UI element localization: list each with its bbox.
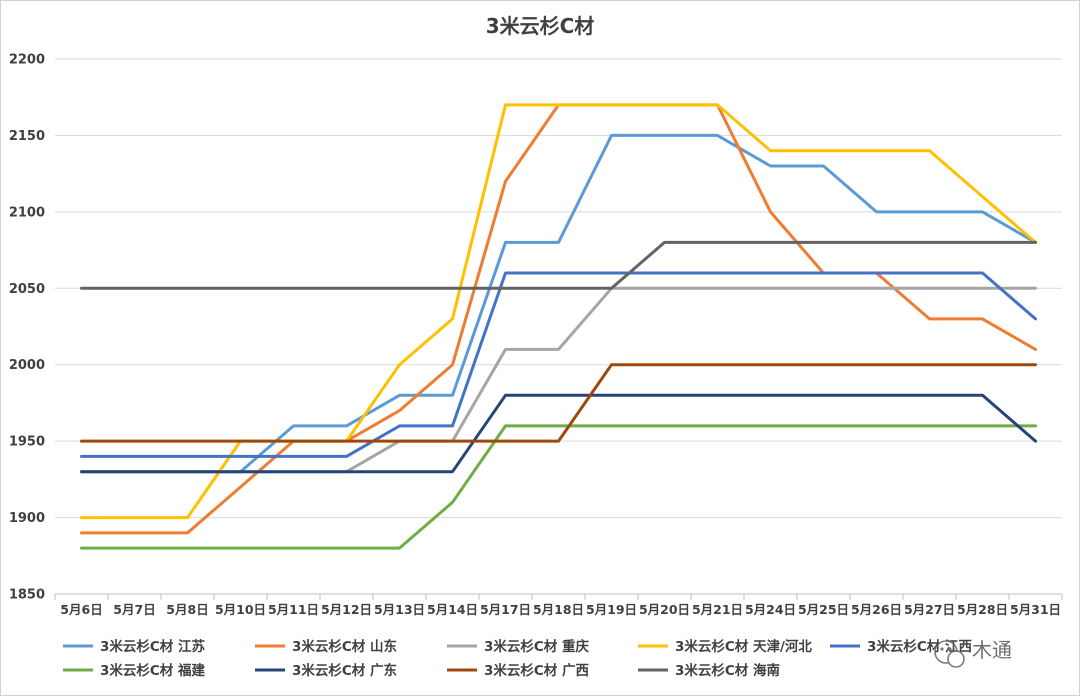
x-tick-label: 5月31日 xyxy=(1010,602,1061,617)
legend-label: 3米云杉C材 重庆 xyxy=(484,638,590,655)
series-line-6 xyxy=(80,393,1037,474)
y-tick-label: 1950 xyxy=(9,435,45,450)
x-tick-label: 5月11日 xyxy=(268,602,319,617)
y-tick-label: 2200 xyxy=(9,53,45,68)
gridlines xyxy=(55,58,1062,595)
x-tick-label: 5月25日 xyxy=(798,602,849,617)
x-tick-label: 5月24日 xyxy=(745,602,796,617)
legend-label: 3米云杉C材 海南 xyxy=(675,662,780,679)
x-tick-label: 5月27日 xyxy=(904,602,955,617)
legend-label: 3米云杉C材 江苏 xyxy=(100,638,206,655)
series-line-5 xyxy=(80,424,1037,550)
watermark: 木通 xyxy=(934,638,1012,668)
x-tick-label: 5月21日 xyxy=(692,602,743,617)
y-axis: 1850 1900 1950 2000 2050 2100 2150 2200 xyxy=(9,53,45,603)
x-tick-label: 5月28日 xyxy=(957,602,1008,617)
y-tick-label: 2100 xyxy=(9,205,45,220)
series-line-7 xyxy=(80,363,1037,443)
series-line-2 xyxy=(80,286,1037,474)
legend-item: 3米云杉C材 海南 xyxy=(638,662,780,679)
x-tick-label: 5月6日 xyxy=(60,602,102,617)
legend-item: 3米云杉C材 江西 xyxy=(830,638,972,655)
x-tick-label: 5月13日 xyxy=(374,602,425,617)
series-lines xyxy=(80,103,1037,550)
legend-label: 3米云杉C材 江西 xyxy=(867,638,972,655)
x-tick-label: 5月19日 xyxy=(586,602,637,617)
legend-item: 3米云杉C材 重庆 xyxy=(447,638,590,655)
series-line-8 xyxy=(80,240,1037,290)
legend-label: 3米云杉C材 天津/河北 xyxy=(675,638,812,655)
legend: 3米云杉C材 江苏 3米云杉C材 山东 3米云杉C材 重庆 3米云杉C材 天津/河北 3… xyxy=(63,638,972,679)
y-tick-label: 2000 xyxy=(9,358,45,373)
wechat-icon xyxy=(934,640,965,668)
legend-label: 3米云杉C材 福建 xyxy=(100,662,206,679)
chart-title: 3米云杉C材 xyxy=(486,14,595,38)
y-tick-label: 1850 xyxy=(9,588,45,603)
x-tick-label: 5月26日 xyxy=(851,602,902,617)
series-line-0 xyxy=(80,133,1037,474)
legend-label: 3米云杉C材 广东 xyxy=(292,662,398,679)
x-tick-label: 5月12日 xyxy=(321,602,372,617)
legend-label: 3米云杉C材 广西 xyxy=(484,662,589,679)
x-tick-label: 5月17日 xyxy=(480,602,531,617)
x-tick-label: 5月18日 xyxy=(533,602,584,617)
y-tick-label: 2050 xyxy=(9,282,45,297)
legend-item: 3米云杉C材 广东 xyxy=(255,662,398,679)
x-tick-label: 5月14日 xyxy=(427,602,478,617)
series-line-4 xyxy=(80,271,1037,458)
legend-item: 3米云杉C材 福建 xyxy=(63,662,206,679)
x-axis: 5月6日 5月7日 5月8日 5月10日 5月11日 5月12日 5月13日 5月14日 5月1… xyxy=(54,594,1063,617)
legend-item: 3米云杉C材 江苏 xyxy=(63,638,206,655)
x-tick-label: 5月20日 xyxy=(639,602,690,617)
y-tick-label: 1900 xyxy=(9,511,45,526)
series-line-1 xyxy=(80,103,1037,535)
legend-item: 3米云杉C材 广西 xyxy=(447,662,589,679)
y-tick-label: 2150 xyxy=(9,129,45,144)
watermark-text: 木通 xyxy=(972,638,1012,662)
x-tick-label: 5月7日 xyxy=(113,602,155,617)
legend-label: 3米云杉C材 山东 xyxy=(292,638,398,655)
legend-item: 3米云杉C材 天津/河北 xyxy=(638,638,812,655)
legend-item: 3米云杉C材 山东 xyxy=(255,638,398,655)
x-tick-label: 5月8日 xyxy=(166,602,208,617)
x-tick-label: 5月10日 xyxy=(215,602,266,617)
